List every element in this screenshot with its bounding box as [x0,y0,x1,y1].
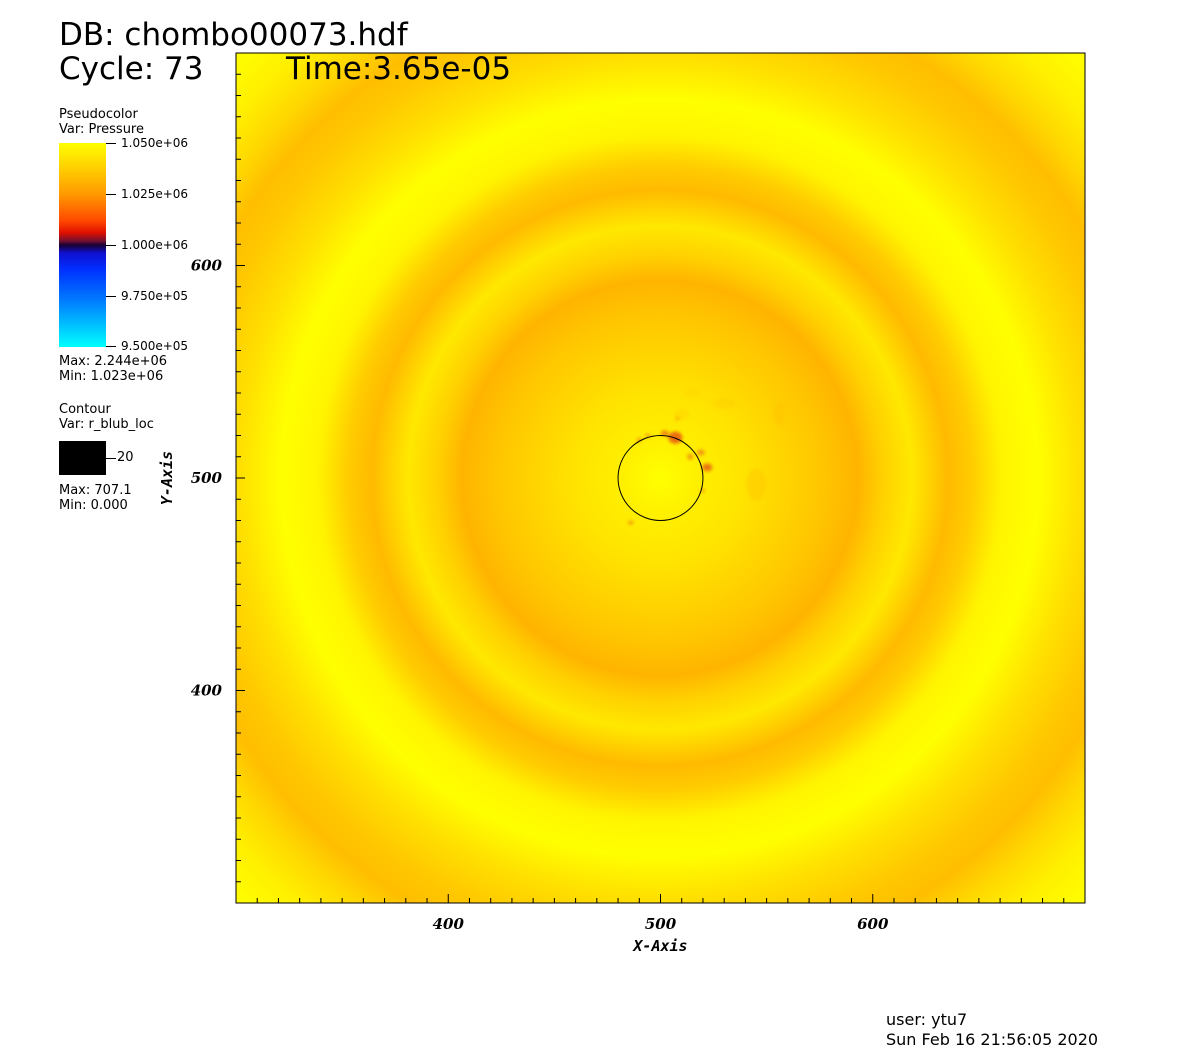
contour-tick [106,458,116,459]
pressure-region [712,398,737,409]
pressure-region [773,402,786,427]
colorbar-tick [106,245,116,246]
contour-tick-label: 20 [117,450,134,465]
pressure-spot [702,463,713,472]
pressure-spot [700,488,705,493]
colorbar-tick-label: 9.750e+05 [121,289,189,303]
pseudocolor-max: Max: 2.244e+06 [59,354,168,369]
y-tick-label: 600 [191,257,223,275]
contour-swatch [59,441,106,475]
y-tick-label: 500 [191,469,223,487]
cycle-label: Cycle: 73 [59,51,204,87]
pressure-spot [627,520,634,525]
contour-line [617,435,704,521]
x-tick-label: 400 [433,915,465,933]
pressure-colorbar [59,143,106,347]
colorbar-tick [106,143,116,144]
colorbar-tick [106,296,116,297]
colorbar-tick-label: 1.000e+06 [121,238,189,252]
contour-legend-var: Var: r_blub_loc [59,417,154,432]
pressure-region [673,409,690,420]
y-tick-label: 400 [191,682,223,700]
pressure-field [236,53,1085,903]
pseudocolor-legend-title: Pseudocolor [59,107,138,122]
colorbar-tick [106,194,116,195]
pseudocolor-legend-var: Var: Pressure [59,122,144,137]
x-tick-label: 600 [857,915,889,933]
contour-max: Max: 707.1 [59,483,132,498]
colorbar-tick-label: 1.050e+06 [121,136,189,150]
pressure-spot [687,453,694,460]
colorbar-tick [106,346,116,347]
time-label: Time:3.65e-05 [286,51,512,87]
pressure-spot [696,449,705,456]
x-axis-title: X-Axis [631,937,687,955]
colorbar-tick-label: 9.500e+05 [121,339,189,353]
footer-user: user: ytu7 [886,1010,968,1029]
colorbar-tick-label: 1.025e+06 [121,187,189,201]
pressure-spot [660,430,669,437]
contour-legend-title: Contour [59,402,111,417]
database-title: DB: chombo00073.hdf [59,17,408,53]
pressure-region [746,468,767,501]
pseudocolor-min: Min: 1.023e+06 [59,369,164,384]
y-axis-title: Y-Axis [158,451,176,505]
pressure-region [684,389,701,397]
x-tick-label: 500 [645,915,677,933]
contour-min: Min: 0.000 [59,498,128,513]
footer-date: Sun Feb 16 21:56:05 2020 [886,1030,1099,1049]
